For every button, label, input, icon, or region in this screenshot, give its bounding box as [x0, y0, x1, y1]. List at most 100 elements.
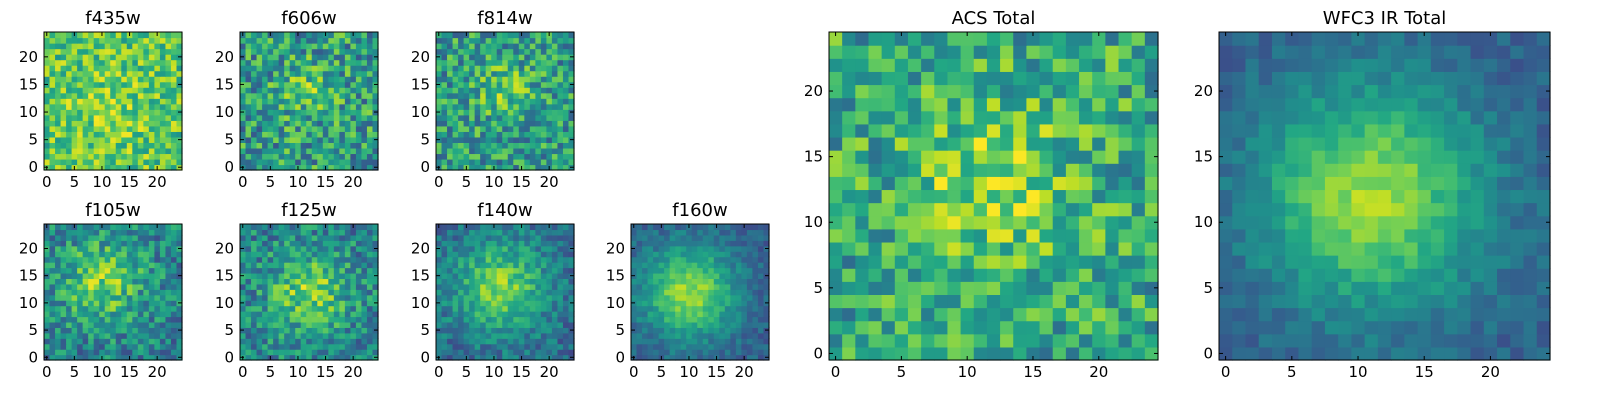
heatmap-cell: [256, 327, 263, 334]
heatmap-cell: [344, 43, 351, 50]
heatmap-cell: [317, 54, 324, 61]
heatmap-cell: [502, 125, 509, 132]
heatmap-cell: [251, 43, 258, 50]
heatmap-cell: [746, 289, 754, 296]
heatmap-cell: [1065, 228, 1080, 243]
heatmap-cell: [447, 338, 454, 345]
heatmap-cell: [636, 234, 643, 241]
heatmap-cell: [110, 76, 117, 83]
heatmap-cell: [647, 262, 654, 269]
heatmap-cell: [251, 332, 258, 339]
heatmap-cell: [480, 245, 487, 252]
heatmap-cell: [441, 37, 448, 44]
heatmap-cell: [245, 76, 252, 83]
heatmap-cell: [557, 120, 564, 127]
heatmap-cell: [322, 278, 329, 285]
heatmap-cell: [262, 354, 269, 361]
heatmap-cell: [568, 338, 575, 345]
heatmap-cell: [165, 327, 172, 334]
heatmap-cell: [115, 234, 122, 241]
heatmap-cell: [485, 278, 492, 285]
heatmap-cell: [496, 32, 503, 39]
heatmap-cell: [881, 202, 896, 217]
heatmap-cell: [66, 81, 73, 88]
heatmap-cell: [88, 251, 95, 258]
heatmap-cell: [165, 262, 172, 269]
heatmap-cell: [159, 300, 167, 307]
heatmap-cell: [842, 268, 856, 282]
heatmap-cell: [458, 283, 465, 290]
heatmap-cell: [267, 251, 274, 258]
heatmap-cell: [176, 343, 183, 350]
heatmap-cell: [524, 283, 531, 290]
heatmap-cell: [535, 32, 542, 39]
heatmap-cell: [93, 103, 100, 110]
heatmap-cell: [110, 278, 117, 285]
heatmap-cell: [842, 281, 856, 295]
heatmap-cell: [934, 228, 949, 243]
heatmap-cell: [262, 327, 269, 334]
heatmap-cell: [88, 278, 95, 285]
heatmap-cell: [463, 278, 470, 285]
heatmap-cell: [686, 289, 693, 296]
heatmap-cell: [557, 267, 564, 274]
heatmap-cell: [143, 262, 150, 269]
heatmap-cell: [110, 245, 117, 252]
heatmap-cell: [535, 343, 542, 350]
heatmap-cell: [99, 267, 106, 274]
heatmap-cell: [361, 37, 368, 44]
heatmap-cell: [562, 251, 570, 258]
heatmap-cell: [474, 142, 481, 149]
heatmap-cell: [44, 147, 51, 155]
heatmap-cell: [557, 321, 564, 328]
heatmap-cell: [333, 32, 340, 39]
heatmap-cell: [60, 262, 67, 269]
heatmap-cell: [344, 289, 351, 296]
heatmap-cell: [88, 142, 95, 149]
heatmap-cell: [317, 300, 324, 307]
heatmap-cell: [562, 103, 570, 110]
heatmap-cell: [546, 103, 553, 110]
heatmap-cell: [339, 54, 346, 61]
heatmap-cell: [44, 316, 51, 323]
heatmap-cell: [1065, 176, 1080, 191]
heatmap-cell: [104, 153, 111, 160]
heatmap-cell: [686, 338, 693, 345]
heatmap-cell: [333, 234, 340, 241]
heatmap-cell: [366, 136, 374, 143]
heatmap-cell: [137, 164, 144, 171]
heatmap-cell: [148, 305, 155, 312]
heatmap-cell: [664, 229, 671, 236]
heatmap-cell: [513, 48, 520, 55]
heatmap-cell: [306, 136, 313, 143]
heatmap-cell: [322, 234, 329, 241]
heatmap-cell: [518, 103, 525, 110]
heatmap-cell: [289, 65, 296, 72]
heatmap-cell: [491, 338, 498, 345]
heatmap-cell: [99, 98, 106, 105]
heatmap-cell: [947, 346, 962, 361]
heatmap-cell: [746, 224, 754, 231]
heatmap-cell: [557, 70, 564, 77]
heatmap-cell: [458, 327, 465, 334]
heatmap-cell: [60, 59, 67, 66]
heatmap-cell: [93, 98, 100, 105]
heatmap-cell: [551, 321, 559, 328]
heatmap-cell: [686, 251, 693, 258]
heatmap-cell: [99, 278, 106, 285]
axes-frame: [43, 223, 183, 361]
heatmap-cell: [496, 283, 503, 290]
heatmap-cell: [372, 158, 379, 166]
heatmap-cell: [631, 349, 638, 356]
heatmap-cell: [344, 109, 351, 116]
heatmap-cell: [44, 338, 51, 345]
heatmap-cell: [752, 240, 759, 247]
heatmap-cell: [529, 114, 536, 121]
heatmap-cell: [881, 189, 896, 204]
heatmap-cell: [366, 300, 374, 307]
heatmap-cell: [361, 59, 368, 66]
heatmap-cell: [251, 32, 258, 39]
x-tick-label: 0: [42, 173, 52, 191]
heatmap-cell: [88, 59, 95, 66]
heatmap-cell: [1026, 307, 1041, 322]
